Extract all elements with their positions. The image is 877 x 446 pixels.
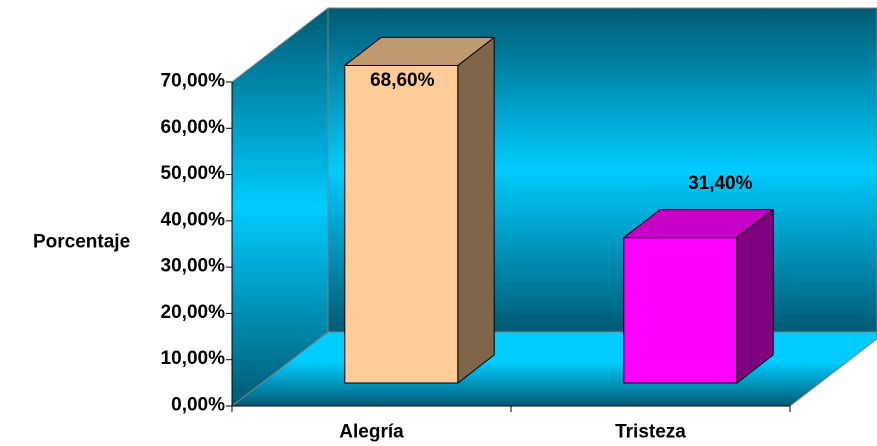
y-axis-title: Porcentaje [33, 232, 130, 253]
x-tick-label: Tristeza [615, 422, 686, 443]
bar-side-face [736, 209, 774, 384]
axes: 0,00% 10,00% 20,00% 30,00% 40,00% 50,00% 60,00… [161, 71, 791, 443]
bar-tristeza [623, 209, 774, 384]
data-label: 31,40% [688, 173, 753, 194]
bar-front-face [623, 237, 738, 384]
plot-walls [230, 6, 877, 408]
y-tick-label: 10,00% [161, 348, 226, 369]
y-tick-label: 60,00% [161, 117, 226, 138]
y-tick-label: 40,00% [161, 209, 226, 230]
floor [230, 331, 877, 407]
data-label: 68,60% [370, 70, 435, 91]
y-tick-label: 0,00% [171, 395, 225, 416]
bar-side-face [457, 36, 495, 384]
bar-alegria [344, 36, 495, 384]
y-tick-label: 70,00% [161, 71, 226, 92]
bars [344, 36, 774, 384]
data-labels: 68,60% 31,40% [370, 70, 753, 194]
bar-front-face [344, 65, 459, 384]
y-tick-label: 50,00% [161, 163, 226, 184]
y-tick-label: 20,00% [161, 302, 226, 323]
y-tick-label: 30,00% [161, 256, 226, 277]
x-tick-label: Alegría [339, 422, 404, 443]
